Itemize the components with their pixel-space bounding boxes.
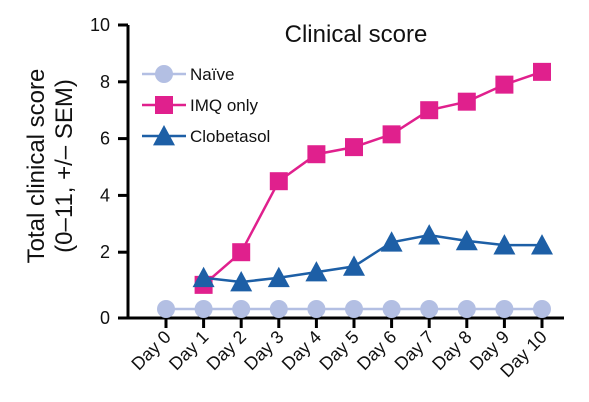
data-point: [418, 224, 441, 245]
data-point: [457, 300, 476, 318]
legend-marker: [153, 125, 175, 146]
x-tick-label: Day 1: [165, 327, 212, 374]
data-point: [230, 271, 253, 292]
series-imq-only: [194, 62, 551, 294]
data-point: [457, 92, 476, 111]
data-point: [533, 300, 551, 318]
y-tick-label: 10: [90, 15, 110, 35]
data-point: [194, 300, 213, 318]
legend-label: IMQ only: [190, 96, 259, 115]
y-axis-label-line1: Total clinical score: [23, 69, 50, 264]
legend: Naïve IMQ only Clobetasol: [142, 65, 270, 146]
y-tick-label: 0: [100, 308, 110, 328]
legend-marker: [155, 65, 173, 83]
data-point: [533, 62, 551, 81]
data-point: [343, 255, 365, 276]
legend-label: Clobetasol: [190, 127, 270, 146]
data-point: [493, 234, 516, 255]
chart-title: Clinical score: [285, 21, 428, 48]
data-point: [455, 229, 478, 251]
x-tick-label: Day 8: [428, 327, 475, 374]
data-point: [531, 234, 553, 255]
x-tick-label: Day 3: [240, 327, 287, 374]
data-point: [267, 266, 290, 288]
legend-item: IMQ only: [142, 96, 259, 115]
data-point: [232, 243, 251, 262]
x-tick-label: Day 2: [203, 327, 250, 374]
data-point: [305, 261, 328, 282]
data-point: [269, 300, 288, 318]
data-point: [382, 300, 401, 318]
data-point: [495, 75, 514, 94]
data-point: [157, 300, 175, 318]
series-na-ve: [157, 300, 551, 318]
x-tick-label: Day 0: [127, 327, 174, 374]
data-point: [345, 138, 363, 157]
data-point: [232, 300, 251, 318]
y-axis-label-line2: (0–11, +/– SEM): [51, 79, 78, 253]
data-point: [382, 125, 401, 144]
data-point: [307, 145, 326, 164]
series-layer: [157, 62, 553, 318]
x-tick-label: Day 4: [278, 327, 325, 374]
data-point: [495, 300, 514, 318]
y-tick-label: 4: [100, 185, 110, 205]
data-point: [345, 300, 363, 318]
y-tick-label: 2: [100, 242, 110, 262]
data-point: [380, 231, 403, 252]
y-tick-label: 6: [100, 129, 110, 149]
series-line: [203, 233, 542, 284]
data-point: [307, 300, 326, 318]
data-point: [269, 172, 288, 191]
y-tick-label: 8: [100, 72, 110, 92]
x-tick-label: Day 7: [391, 327, 438, 374]
legend-item: Clobetasol: [142, 125, 270, 146]
data-point: [420, 101, 439, 120]
x-tick-label: Day 6: [353, 327, 400, 374]
series-clobetasol: [192, 224, 553, 292]
legend-label: Naïve: [190, 65, 234, 84]
x-tick-label: Day 5: [315, 327, 362, 374]
data-point: [420, 300, 439, 318]
data-point: [192, 266, 215, 288]
series-line: [202, 70, 543, 286]
legend-marker: [155, 96, 173, 114]
legend-item: Naïve: [142, 65, 234, 84]
